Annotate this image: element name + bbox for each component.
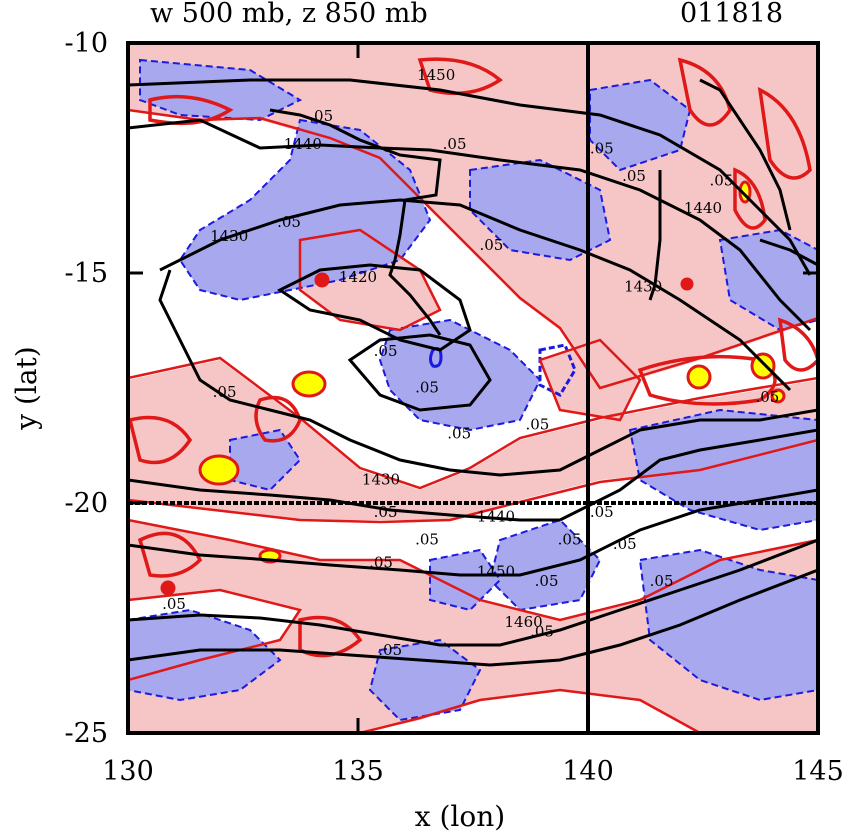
contour-label: .05 xyxy=(213,383,237,401)
contour-label: .05 xyxy=(415,379,439,397)
contour-label: .05 xyxy=(369,553,393,571)
contour-label: .05 xyxy=(309,107,333,125)
contour-label: .05 xyxy=(378,641,402,659)
plot-frame xyxy=(126,41,820,735)
contour-label: .05 xyxy=(535,572,559,590)
y-tick-label: -15 xyxy=(65,258,108,289)
y-axis-label: y (lat) xyxy=(10,346,43,430)
contour-label: .05 xyxy=(590,503,614,521)
contour-label: .05 xyxy=(374,342,398,360)
y-tick-label: -20 xyxy=(65,488,108,519)
contour-label: 1430 xyxy=(210,227,248,245)
contour-label: 1430 xyxy=(362,471,400,489)
chart-title: w 500 mb, z 850 mb xyxy=(150,0,428,29)
contour-label: .05 xyxy=(613,535,637,553)
contour-label: .05 xyxy=(622,167,646,185)
contour-label: .05 xyxy=(443,135,467,153)
contour-label: .05 xyxy=(558,530,582,548)
contour-label: .05 xyxy=(374,503,398,521)
contour-label: 1450 xyxy=(477,563,515,581)
contour-label: 1430 xyxy=(624,277,662,295)
contour-label: 1440 xyxy=(477,507,515,525)
contour-label: .05 xyxy=(479,236,503,254)
plot-area: 1450 1440 1430 1420 1430 1440 1430 1440 1450 1460… xyxy=(128,43,818,733)
contour-label: .05 xyxy=(162,595,186,613)
strong-updraft-cores xyxy=(160,180,786,596)
contour-label: .05 xyxy=(277,213,301,231)
contour-label: 1450 xyxy=(417,66,455,84)
contour-label: .05 xyxy=(530,622,554,640)
height-contours xyxy=(128,78,818,667)
x-tick-label: 140 xyxy=(562,756,614,787)
contour-label: .05 xyxy=(709,172,733,190)
downdraft-region xyxy=(128,58,818,722)
contour-label: .05 xyxy=(447,425,471,443)
x-tick-label: 130 xyxy=(102,756,154,787)
date-label: 011818 xyxy=(680,0,783,29)
contour-label: .05 xyxy=(650,572,674,590)
x-tick-label: 145 xyxy=(792,756,844,787)
contour-label: 1460 xyxy=(505,613,543,631)
contour-label: .05 xyxy=(590,139,614,157)
y-tick-label: -10 xyxy=(65,28,108,59)
contour-label: .05 xyxy=(525,415,549,433)
contour-label: .05 xyxy=(415,530,439,548)
axis-ticks xyxy=(126,41,820,735)
contour-label: .05 xyxy=(755,388,779,406)
x-axis-label: x (lon) xyxy=(415,800,505,833)
contour-label: 1420 xyxy=(339,268,377,286)
x-tick-label: 135 xyxy=(332,756,384,787)
contour-label: 1440 xyxy=(684,199,722,217)
y-tick-label: -25 xyxy=(65,718,108,749)
updraft-contours xyxy=(128,57,818,733)
contour-label: 1440 xyxy=(284,135,322,153)
contour-labels: 1450 1440 1430 1420 1430 1440 1430 1440 1450 1460… xyxy=(162,66,779,659)
